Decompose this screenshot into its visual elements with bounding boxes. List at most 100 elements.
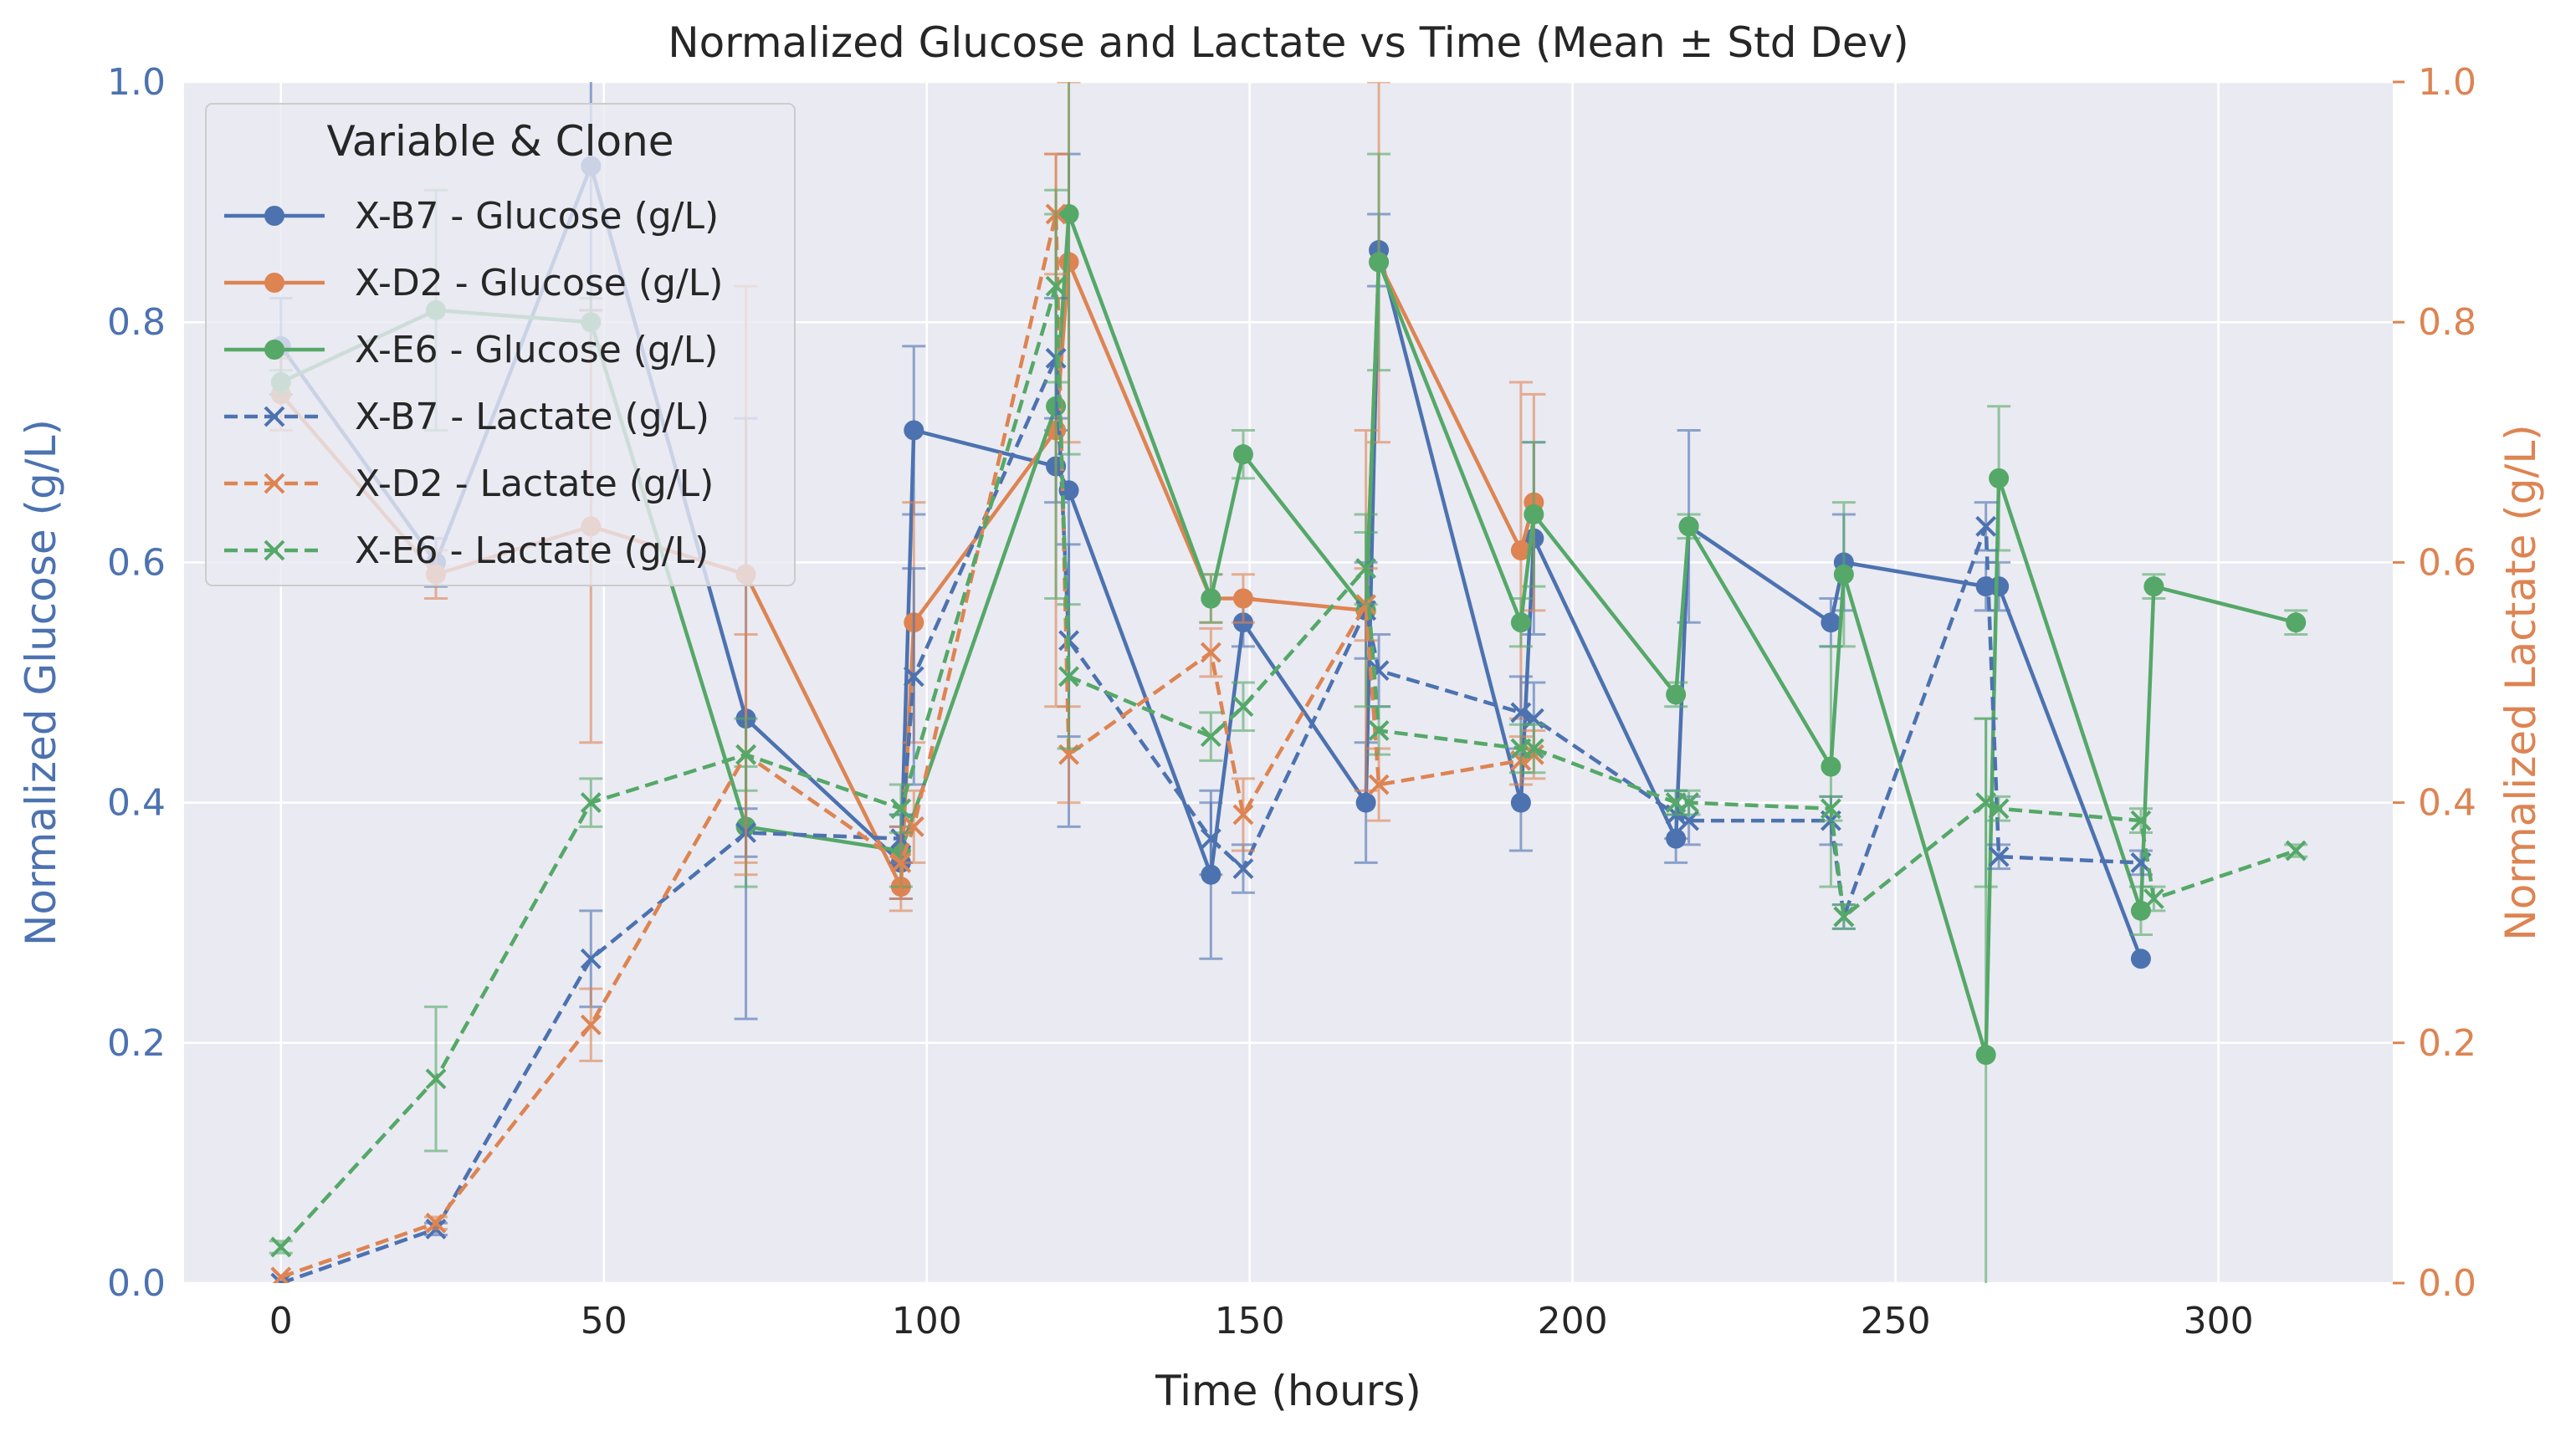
x-tick-label: 200 [1538, 1300, 1608, 1342]
data-point [1975, 1045, 1996, 1066]
data-point [1524, 504, 1544, 524]
series-line [279, 212, 2297, 1057]
data-point-stroke [1523, 738, 1544, 759]
data-point-stroke [580, 948, 602, 969]
data-point-stroke [1368, 720, 1390, 741]
y-left-tick-label: 0.0 [107, 1262, 166, 1305]
legend-items: X-B7 - Glucose (g/L) X-D2 - Glucose (g/L)… [224, 195, 723, 572]
legend-item: X-B7 - Glucose (g/L) [224, 195, 719, 238]
data-point [1833, 906, 1855, 928]
data-point [1232, 444, 1253, 465]
legend-label: X-E6 - Lactate (g/L) [355, 529, 709, 572]
data-point-stroke [270, 1272, 284, 1283]
data-point [264, 340, 284, 360]
y-right-tick-label: 0.6 [2418, 541, 2476, 584]
data-point [1821, 612, 1841, 633]
data-point [1369, 252, 1390, 273]
data-point-stroke [1232, 858, 1254, 879]
legend-item: X-E6 - Lactate (g/L) [224, 529, 709, 572]
data-point [1058, 666, 1079, 688]
data-point-stroke [1988, 846, 2010, 867]
data-point [270, 1272, 292, 1283]
data-point-stroke [1510, 702, 1532, 724]
data-point [1232, 804, 1254, 826]
legend-label: X-B7 - Lactate (g/L) [355, 396, 709, 438]
data-point [890, 851, 912, 873]
legend-item: X-B7 - Lactate (g/L) [224, 396, 709, 438]
data-point [1988, 798, 2010, 820]
data-point [270, 1236, 292, 1258]
data-point-stroke [2130, 810, 2152, 831]
axis-ticks: 0 50 100 150 200 250 300 0.0 0.2 0.4 0.6 0.8 1.0 0.0 0… [107, 61, 2476, 1342]
y-left-tick-label: 0.6 [107, 541, 166, 584]
data-point [2143, 576, 2164, 597]
data-point-stroke [1058, 666, 1079, 688]
y-right-tick-label: 0.0 [2418, 1262, 2476, 1305]
data-point [1232, 858, 1254, 879]
legend-item: X-E6 - Glucose (g/L) [224, 329, 718, 371]
data-point [1368, 774, 1390, 795]
y-right-tick-label: 1.0 [2418, 61, 2476, 104]
legend-title: Variable & Clone [326, 117, 673, 166]
data-point-stroke [425, 1212, 447, 1234]
data-point [1678, 792, 1700, 814]
data-point-stroke [2143, 888, 2164, 909]
data-point-stroke [890, 851, 912, 873]
data-point [1355, 558, 1377, 579]
data-point-stroke [1200, 828, 1221, 850]
data-point [2143, 888, 2164, 909]
data-point [1510, 540, 1531, 561]
data-point [1201, 588, 1221, 609]
data-point [904, 420, 924, 441]
y-left-tick-label: 0.2 [107, 1022, 166, 1065]
data-point [1368, 720, 1390, 741]
data-point [580, 948, 602, 969]
data-point [1975, 515, 1997, 537]
legend-item: X-D2 - Glucose (g/L) [224, 262, 723, 304]
data-point-stroke [264, 539, 285, 561]
data-point-stroke [1232, 804, 1254, 826]
data-point-stroke [1988, 798, 2010, 820]
data-point [1989, 468, 2010, 488]
y-right-tick-label: 0.8 [2418, 301, 2476, 344]
data-point [264, 473, 285, 494]
data-point [1200, 828, 1221, 850]
data-point-stroke [1045, 275, 1067, 297]
data-point [1833, 564, 1854, 585]
x-tick-label: 50 [581, 1300, 627, 1342]
data-point [270, 1266, 292, 1283]
data-point [1058, 203, 1079, 224]
data-point [903, 666, 924, 688]
legend: Variable & Clone X-B7 - Glucose (g/L) X-D… [205, 103, 796, 586]
legend-label: X-E6 - Glucose (g/L) [355, 329, 718, 371]
data-point-stroke [903, 666, 924, 688]
data-point-stroke [580, 792, 602, 814]
data-point [1232, 696, 1254, 718]
x-tick-label: 250 [1861, 1300, 1931, 1342]
x-tick-label: 150 [1215, 1300, 1285, 1342]
data-point-stroke [1232, 696, 1254, 718]
legend-box [205, 103, 796, 586]
data-point [1678, 516, 1699, 537]
data-point-stroke [264, 406, 285, 427]
data-point-stroke [264, 473, 285, 494]
data-point [1821, 756, 1841, 777]
y-right-tick-label: 0.4 [2418, 782, 2476, 825]
data-point [1232, 588, 1253, 609]
data-point [264, 539, 285, 561]
data-point [1200, 642, 1221, 663]
data-point-stroke [270, 1236, 292, 1258]
x-tick-label: 300 [2184, 1300, 2254, 1342]
legend-item: X-D2 - Lactate (g/L) [224, 463, 714, 505]
data-point-stroke [735, 744, 756, 765]
data-point [1523, 738, 1544, 759]
data-point-stroke [1833, 906, 1855, 928]
data-point-stroke [1678, 792, 1700, 814]
data-point-stroke [890, 798, 912, 820]
data-point [1988, 846, 2010, 867]
data-point-stroke [1200, 642, 1221, 663]
series-x-e6-lactate-g-l- [269, 188, 2308, 1258]
data-point [890, 798, 912, 820]
y-axis-left-title: Normalized Glucose (g/L) [17, 419, 65, 946]
x-axis-title: Time (hours) [1155, 1367, 1421, 1415]
